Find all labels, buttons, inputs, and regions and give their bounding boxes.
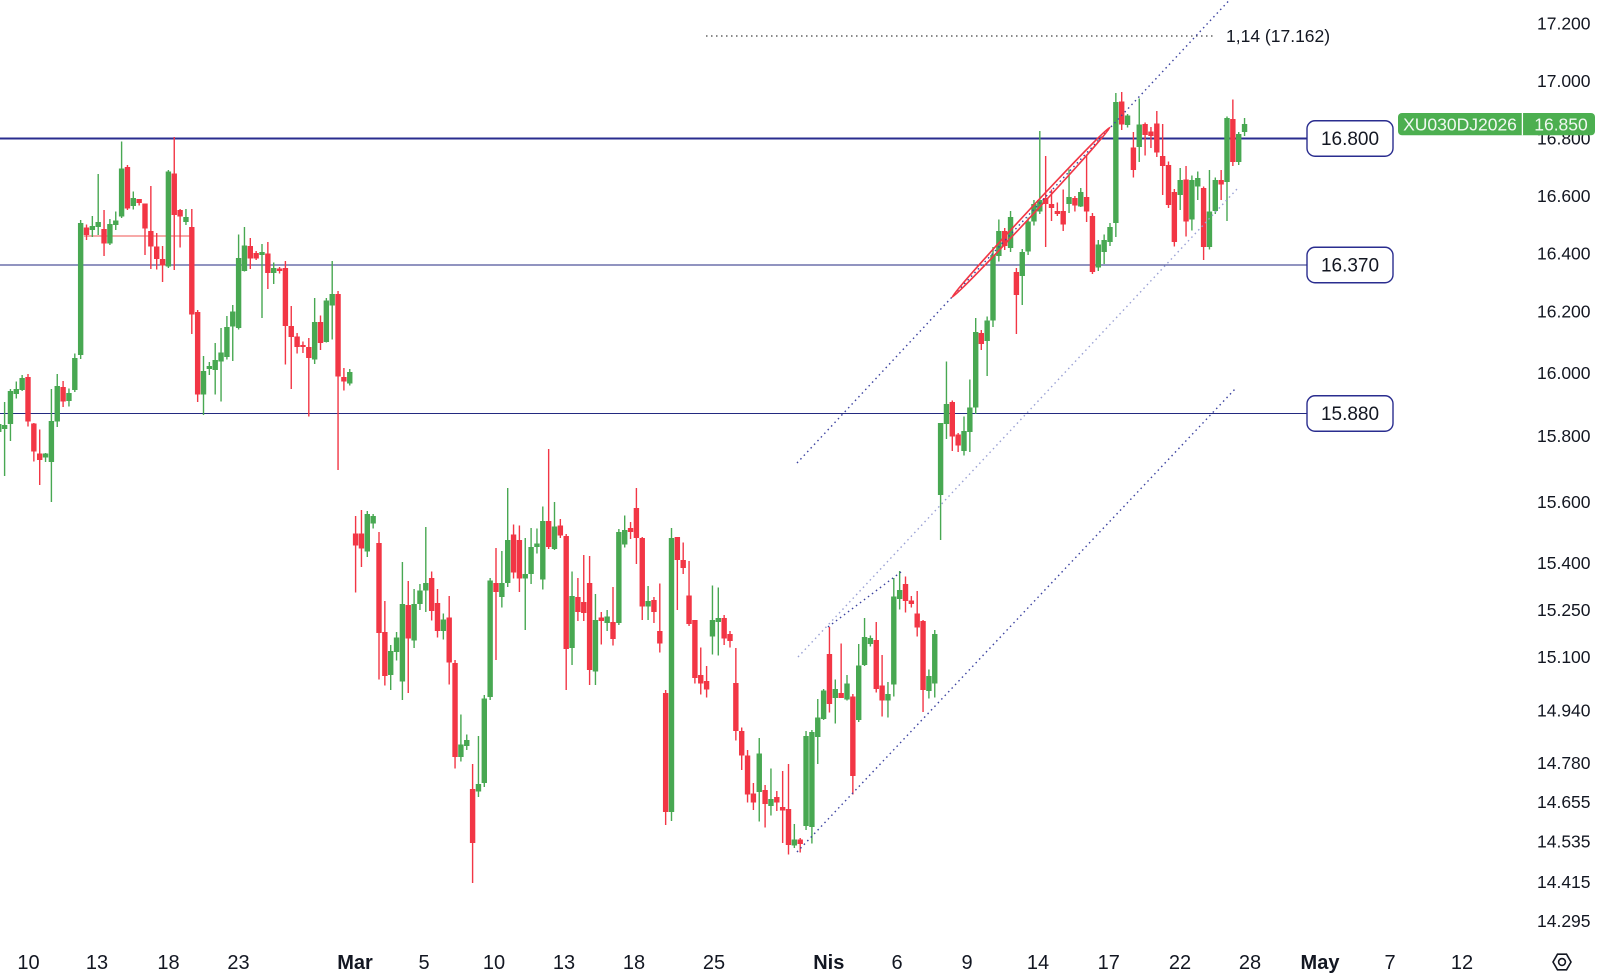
svg-text:15.250: 15.250 xyxy=(1537,600,1591,620)
svg-text:16.000: 16.000 xyxy=(1537,363,1591,383)
svg-text:May: May xyxy=(1301,952,1341,974)
svg-text:23: 23 xyxy=(227,952,249,974)
svg-text:6: 6 xyxy=(891,952,902,974)
svg-text:16.800: 16.800 xyxy=(1321,129,1379,150)
svg-text:16.400: 16.400 xyxy=(1537,244,1591,264)
svg-text:14.940: 14.940 xyxy=(1537,700,1591,720)
svg-text:14.415: 14.415 xyxy=(1537,872,1591,892)
svg-text:5: 5 xyxy=(418,952,429,974)
svg-text:14.655: 14.655 xyxy=(1537,792,1591,812)
svg-text:16.600: 16.600 xyxy=(1537,186,1591,206)
svg-text:18: 18 xyxy=(623,952,645,974)
svg-text:15.100: 15.100 xyxy=(1537,647,1591,667)
svg-text:25: 25 xyxy=(703,952,725,974)
svg-text:15.880: 15.880 xyxy=(1321,404,1379,425)
svg-text:15.400: 15.400 xyxy=(1537,553,1591,573)
svg-text:16.200: 16.200 xyxy=(1537,302,1591,322)
svg-text:17: 17 xyxy=(1098,952,1120,974)
svg-text:22: 22 xyxy=(1169,952,1191,974)
svg-text:16.370: 16.370 xyxy=(1321,256,1379,277)
svg-text:12: 12 xyxy=(1451,952,1473,974)
svg-text:1,14 (17.162): 1,14 (17.162) xyxy=(1226,26,1330,46)
svg-text:10: 10 xyxy=(483,952,505,974)
svg-text:17.000: 17.000 xyxy=(1537,71,1591,91)
svg-text:16.850: 16.850 xyxy=(1534,115,1588,135)
svg-text:14.535: 14.535 xyxy=(1537,832,1591,852)
svg-text:7: 7 xyxy=(1384,952,1395,974)
svg-text:9: 9 xyxy=(961,952,972,974)
svg-text:Mar: Mar xyxy=(337,952,373,974)
svg-text:15.600: 15.600 xyxy=(1537,492,1591,512)
svg-text:17.200: 17.200 xyxy=(1537,14,1591,34)
svg-text:14.780: 14.780 xyxy=(1537,753,1591,773)
svg-text:28: 28 xyxy=(1239,952,1261,974)
svg-text:13: 13 xyxy=(86,952,108,974)
svg-text:15.800: 15.800 xyxy=(1537,426,1591,446)
svg-text:Nis: Nis xyxy=(813,952,844,974)
svg-text:14: 14 xyxy=(1027,952,1049,974)
svg-text:14.295: 14.295 xyxy=(1537,911,1591,931)
svg-text:18: 18 xyxy=(157,952,179,974)
svg-text:XU030DJ2026: XU030DJ2026 xyxy=(1403,115,1517,135)
svg-text:13: 13 xyxy=(553,952,575,974)
svg-text:10: 10 xyxy=(17,952,39,974)
